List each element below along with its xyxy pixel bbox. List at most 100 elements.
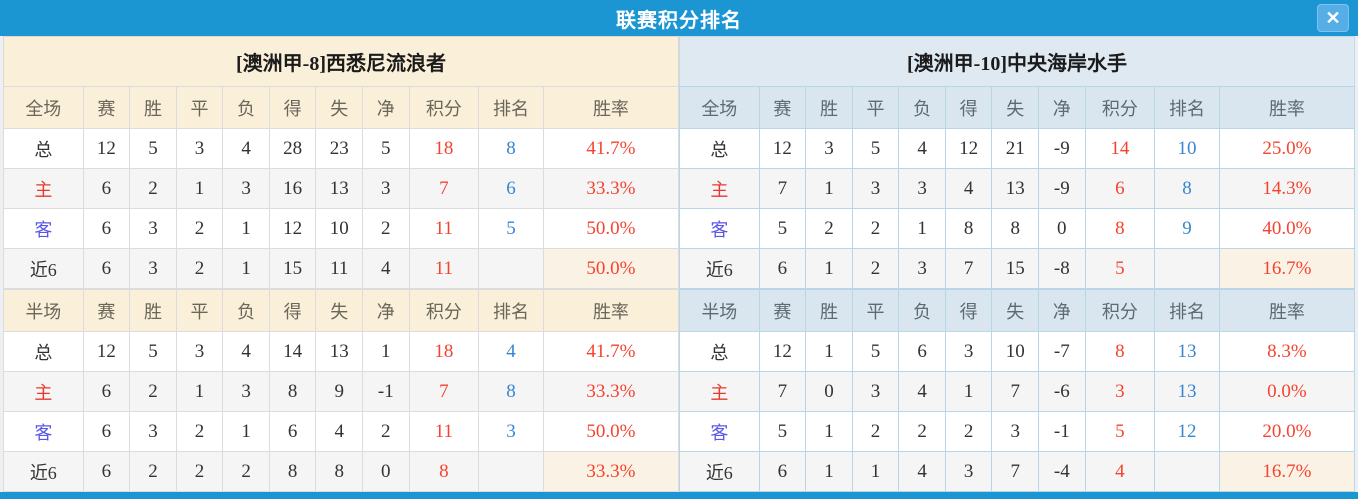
stat-cell: 5 [1084,411,1156,452]
stat-cell: 1 [175,168,224,209]
stat-cell: 4 [222,331,270,372]
stat-cell: 11 [408,248,480,289]
stat-cell: 16.7% [1218,248,1356,289]
stat-cell: 2 [129,168,177,209]
stat-cell: 8 [991,208,1040,249]
stat-cell: 8.3% [1218,331,1356,372]
column-header: 失 [991,86,1040,129]
close-button[interactable]: ✕ [1317,4,1349,32]
stat-cell: 4 [222,128,270,169]
table-row: 客 5 1 2 2 2 3 -1 5 12 20.0% [679,411,1356,452]
stat-cell: 6 [268,411,317,452]
stat-cell: 2 [175,451,224,492]
column-header: 排名 [478,86,544,129]
stat-cell: 1 [944,371,993,412]
row-label: 近6 [3,451,84,492]
stat-cell: 13 [315,168,364,209]
stat-cell: 50.0% [542,411,680,452]
stat-cell: 6 [82,168,131,209]
stat-cell: 3 [129,411,177,452]
stat-cell: 33.3% [542,371,680,412]
stat-cell: -4 [1038,451,1086,492]
row-label: 主 [3,371,84,412]
stat-cell: 8 [1084,208,1156,249]
stat-cell: 3 [851,168,900,209]
stat-cell: 5 [851,128,900,169]
stat-cell: 25.0% [1218,128,1356,169]
column-header: 负 [222,86,270,129]
stat-cell: 6 [82,248,131,289]
stat-cell: 3 [1084,371,1156,412]
panel-left: [澳洲甲-8]西悉尼流浪者 全场 赛 胜 平 负 得 失 净 积分 排名 [3,36,680,492]
half-match-table-right: 半场 赛 胜 平 负 得 失 净 积分 排名 胜率 总 [679,289,1356,492]
stat-cell [1154,248,1220,289]
stat-cell: 15 [991,248,1040,289]
stat-cell: 1 [222,411,270,452]
stat-cell: 5 [362,128,410,169]
table-row: 近6 6 1 1 4 3 7 -4 4 16.7% [679,451,1356,492]
stat-cell: 9 [1154,208,1220,249]
stat-cell: 1 [898,208,946,249]
stat-cell: 2 [222,451,270,492]
row-label: 总 [3,331,84,372]
stat-cell: 5 [758,208,807,249]
stat-cell: 7 [758,168,807,209]
stat-cell: 6 [82,451,131,492]
column-header: 积分 [1084,289,1156,332]
stat-cell: 15 [268,248,317,289]
stat-cell: 1 [805,451,853,492]
stat-cell: 1 [222,208,270,249]
stat-cell: 12 [82,128,131,169]
stat-cell: 3 [944,331,993,372]
table-row: 总 12 1 5 6 3 10 -7 8 13 8.3% [679,331,1356,372]
row-label: 主 [679,371,760,412]
stat-cell: 6 [82,208,131,249]
header-row: 半场 赛 胜 平 负 得 失 净 积分 排名 胜率 [679,289,1356,332]
row-label: 近6 [679,451,760,492]
table-row: 近6 6 3 2 1 15 11 4 11 50.0% [3,248,680,289]
column-header: 净 [362,289,410,332]
column-header: 积分 [1084,86,1156,129]
stat-cell: 0.0% [1218,371,1356,412]
stat-cell: 5 [1084,248,1156,289]
column-header: 胜 [805,86,853,129]
stat-cell: 2 [175,411,224,452]
stat-cell: 41.7% [542,128,680,169]
stat-cell: 9 [315,371,364,412]
stat-cell: -9 [1038,168,1086,209]
column-header: 得 [944,86,993,129]
column-header: 胜率 [1218,86,1356,129]
stat-cell: -9 [1038,128,1086,169]
stat-cell: 12 [268,208,317,249]
stat-cell: 11 [408,411,480,452]
stat-cell: 10 [1154,128,1220,169]
column-header: 排名 [478,289,544,332]
team-header-left: [澳洲甲-8]西悉尼流浪者 [3,36,679,86]
stat-cell: 12 [1154,411,1220,452]
stat-cell: 16.7% [1218,451,1356,492]
stat-cell: 2 [805,208,853,249]
stat-cell: 5 [129,128,177,169]
stat-cell: 13 [991,168,1040,209]
stat-cell: 13 [1154,371,1220,412]
stat-cell: 8 [268,451,317,492]
row-label: 客 [679,411,760,452]
column-header: 得 [944,289,993,332]
row-label: 客 [3,411,84,452]
stat-cell: 12 [944,128,993,169]
stat-cell: 2 [944,411,993,452]
stat-cell: 5 [478,208,544,249]
column-header: 赛 [758,86,807,129]
stat-cell: 3 [129,248,177,289]
column-header: 胜率 [1218,289,1356,332]
table-row: 主 6 2 1 3 8 9 -1 7 8 33.3% [3,371,680,412]
header-row: 半场 赛 胜 平 负 得 失 净 积分 排名 胜率 [3,289,680,332]
stat-cell: 18 [408,128,480,169]
stat-cell: -1 [362,371,410,412]
column-header: 负 [222,289,270,332]
column-header: 净 [1038,86,1086,129]
stat-cell: 1 [805,331,853,372]
table-row: 主 7 0 3 4 1 7 -6 3 13 0.0% [679,371,1356,412]
stat-cell: 2 [898,411,946,452]
column-header: 失 [991,289,1040,332]
